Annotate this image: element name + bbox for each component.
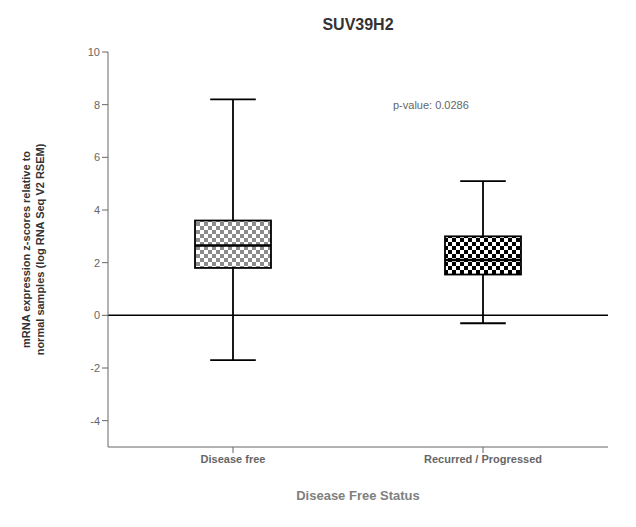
svg-text:4: 4 bbox=[94, 204, 100, 216]
svg-text:8: 8 bbox=[94, 99, 100, 111]
svg-text:0: 0 bbox=[94, 309, 100, 321]
svg-text:Recurred / Progressed: Recurred / Progressed bbox=[424, 453, 542, 465]
svg-text:-4: -4 bbox=[90, 415, 100, 427]
svg-text:2: 2 bbox=[94, 257, 100, 269]
svg-text:10: 10 bbox=[88, 46, 100, 58]
svg-text:6: 6 bbox=[94, 151, 100, 163]
html-text:p-value: 0.0286: p-value: 0.0286 bbox=[393, 99, 469, 112]
svg-text:Disease free: Disease free bbox=[201, 453, 266, 465]
html-text:SUV39H2: SUV39H2 bbox=[322, 16, 394, 33]
svg-text:Disease Free Status: Disease Free Status bbox=[296, 488, 420, 503]
svg-text:-2: -2 bbox=[90, 362, 100, 374]
svg-text:mRNA expression z-scores relat: mRNA expression z-scores relative tonorm… bbox=[20, 143, 46, 355]
